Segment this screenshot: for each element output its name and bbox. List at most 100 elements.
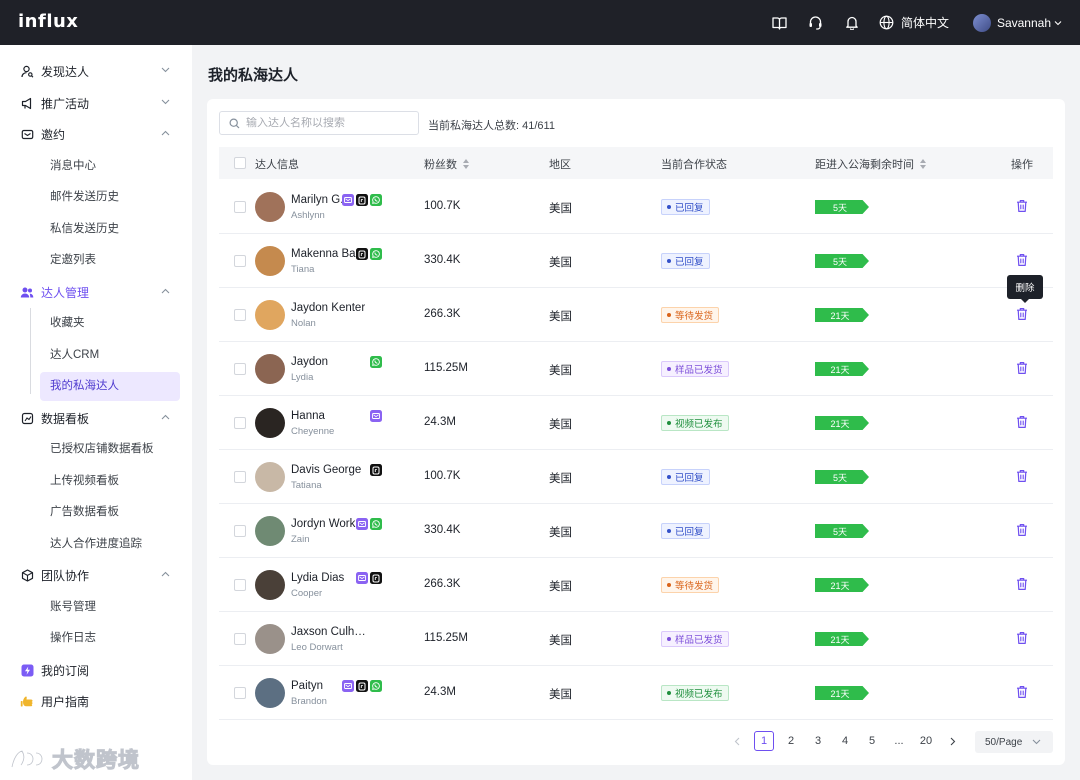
creator-name[interactable]: Jaydon Kenter [291,302,366,314]
tiktok-badge-icon[interactable] [370,572,382,584]
table-row[interactable]: Jaxson Culhane Leo Dorwart 115.25M 美国 样品已发货 2… [219,612,1053,666]
avatar[interactable] [255,246,285,276]
avatar[interactable] [255,408,285,438]
creator-name[interactable]: Makenna Ba... [291,248,366,260]
creator-name[interactable]: Jaydon [291,356,329,368]
email-badge-icon[interactable] [356,518,368,530]
row-checkbox[interactable] [234,363,246,375]
table-row[interactable]: Hanna Cheyenne 24.3M 美国 视频已发布 21天 [219,396,1053,450]
whatsapp-badge-icon[interactable] [370,680,382,692]
whatsapp-badge-icon[interactable] [370,248,382,260]
row-checkbox[interactable] [234,633,246,645]
bell-icon[interactable] [843,14,861,32]
sidebar-subitem[interactable]: 消息中心 [50,159,96,172]
nav-group[interactable]: 用户指南 [0,686,192,718]
delete-button[interactable] [1015,415,1029,431]
tiktok-badge-icon[interactable] [356,194,368,206]
sidebar-subitem[interactable]: 达人合作进度追踪 [50,537,142,550]
sidebar-subitem[interactable]: 账号管理 [50,600,96,613]
book-icon[interactable] [771,14,789,32]
next-page-button[interactable] [943,731,963,751]
sidebar-subitem[interactable]: 上传视频看板 [50,474,119,487]
row-checkbox[interactable] [234,525,246,537]
sidebar-subitem[interactable]: 广告数据看板 [50,506,119,518]
sidebar-subitem[interactable]: 私信发送历史 [50,222,119,235]
table-row[interactable]: Jaydon Lydia 115.25M 美国 样品已发货 21天 [219,342,1053,396]
tiktok-badge-icon[interactable] [356,680,368,692]
sidebar-subitem[interactable]: 收藏夹 [50,317,85,329]
email-badge-icon[interactable] [342,194,354,206]
delete-button[interactable] [1015,307,1029,323]
creator-name[interactable]: Hanna [291,410,325,422]
avatar[interactable] [255,300,285,330]
avatar[interactable] [255,192,285,222]
delete-button[interactable] [1015,685,1029,701]
sidebar-subitem[interactable]: 邮件发送历史 [50,191,119,203]
creator-name[interactable]: Jaxson Culhane [291,626,367,638]
whatsapp-badge-icon[interactable] [370,356,382,368]
page-button[interactable]: 5 [868,735,876,747]
table-row[interactable]: Davis George Tatiana 100.7K 美国 已回复 5天 [219,450,1053,504]
page-size-select[interactable]: 50/Page [975,731,1053,753]
column-header-remaining[interactable]: 距进入公海剩余时间 [815,156,926,172]
table-row[interactable]: Lydia Dias Cooper 266.3K 美国 等待发货 21天 [219,558,1053,612]
tiktok-badge-icon[interactable] [356,248,368,260]
row-checkbox[interactable] [234,471,246,483]
user-menu[interactable]: Savannah [972,13,1062,32]
whatsapp-badge-icon[interactable] [370,194,382,206]
creator-name[interactable]: Marilyn G... [291,194,350,206]
delete-button[interactable] [1015,577,1029,593]
sidebar-subitem[interactable]: 达人CRM [50,348,100,361]
select-all-checkbox[interactable] [234,157,246,169]
delete-button[interactable] [1015,631,1029,647]
sidebar-subitem[interactable]: 已授权店铺数据看板 [50,443,154,455]
nav-group[interactable]: 团队协作 [0,560,192,592]
table-row[interactable]: Paityn Brandon 24.3M 美国 视频已发布 21天 [219,666,1053,720]
avatar[interactable] [255,624,285,654]
nav-group[interactable]: 邀约 [0,119,192,151]
row-checkbox[interactable] [234,255,246,267]
headset-icon[interactable] [807,14,825,32]
table-row[interactable]: Jaydon Kenter Nolan 266.3K 美国 等待发货 21天 [219,288,1053,342]
avatar[interactable] [255,570,285,600]
table-row[interactable]: Marilyn G... Ashlynn 100.7K 美国 已回复 5天 [219,180,1053,234]
avatar[interactable] [255,516,285,546]
creator-name[interactable]: Davis George [291,464,362,476]
creator-name[interactable]: Jordyn Work... [291,518,365,530]
delete-button[interactable] [1015,199,1029,215]
sidebar-subitem[interactable]: 我的私海达人 [40,372,180,401]
nav-group[interactable]: 达人管理 [0,277,192,309]
delete-button[interactable] [1015,523,1029,539]
row-checkbox[interactable] [234,201,246,213]
search-input[interactable] [246,117,406,129]
nav-group[interactable]: 数据看板 [0,403,192,435]
column-header-fans[interactable]: 粉丝数 [424,156,469,172]
page-button[interactable]: 2 [787,735,795,747]
page-button[interactable]: 20 [919,735,933,747]
nav-group[interactable]: 我的订阅 [0,655,192,687]
tiktok-badge-icon[interactable] [370,464,382,476]
page-button[interactable]: 1 [754,731,774,751]
brand-logo[interactable]: influx [18,11,79,32]
nav-group[interactable]: 推广活动 [0,88,192,120]
table-row[interactable]: Jordyn Work... Zain 330.4K 美国 已回复 5天 [219,504,1053,558]
page-button[interactable]: 3 [814,735,822,747]
delete-button[interactable] [1015,469,1029,485]
avatar[interactable] [255,354,285,384]
email-badge-icon[interactable] [342,680,354,692]
row-checkbox[interactable] [234,417,246,429]
row-checkbox[interactable] [234,579,246,591]
row-checkbox[interactable] [234,687,246,699]
table-row[interactable]: Makenna Ba... Tiana 330.4K 美国 已回复 5天 [219,234,1053,288]
page-button[interactable]: 4 [841,735,849,747]
delete-button[interactable] [1015,361,1029,377]
nav-group[interactable]: 发现达人 [0,56,192,88]
row-checkbox[interactable] [234,309,246,321]
creator-name[interactable]: Paityn [291,680,323,692]
prev-page-button[interactable] [727,731,747,751]
email-badge-icon[interactable] [356,572,368,584]
email-badge-icon[interactable] [370,410,382,422]
language-switcher[interactable]: 简体中文 [879,14,949,31]
whatsapp-badge-icon[interactable] [370,518,382,530]
search-box[interactable] [219,111,419,135]
